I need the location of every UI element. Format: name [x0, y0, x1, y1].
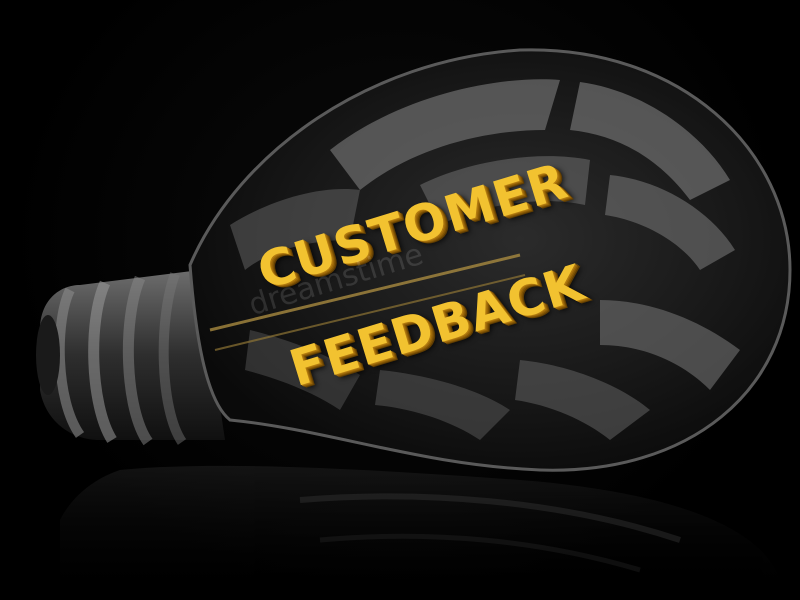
bulb-reflection — [60, 465, 780, 600]
bulb-glass — [188, 48, 792, 472]
bulb-screw-base — [36, 270, 225, 446]
